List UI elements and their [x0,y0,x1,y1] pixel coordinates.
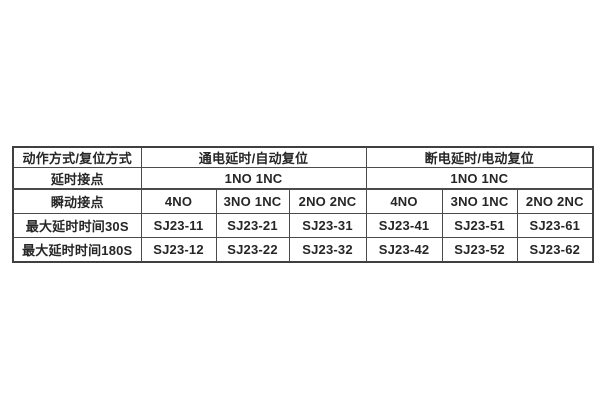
delay-contact-section-1: 1NO 1NC [140,167,367,190]
instant-contact-cell: 2NO 2NC [288,188,367,214]
table-row-max-delay-180s: 最大延时时间180S SJ23-12 SJ23-22 SJ23-32 SJ23-… [12,237,594,263]
section-title-power-off-delay: 断电延时/电动复位 [365,146,594,168]
row-label-action-reset-mode: 动作方式/复位方式 [12,146,142,168]
table-row-action-mode: 动作方式/复位方式 通电延时/自动复位 断电延时/电动复位 [12,146,594,168]
instant-contact-cell: 3NO 1NC [215,188,290,214]
instant-contact-cell: 2NO 2NC [516,188,594,214]
row-label-max-delay-30s: 最大延时时间30S [12,213,142,238]
model-cell: SJ23-41 [365,213,443,238]
model-cell: SJ23-11 [140,213,217,238]
model-cell: SJ23-12 [140,237,217,263]
instant-contact-cell: 4NO [365,188,443,214]
model-cell: SJ23-42 [365,237,443,263]
model-cell: SJ23-52 [441,237,518,263]
model-cell: SJ23-31 [288,213,367,238]
model-cell: SJ23-32 [288,237,367,263]
model-cell: SJ23-61 [516,213,594,238]
row-label-max-delay-180s: 最大延时时间180S [12,237,142,263]
relay-model-spec-table: 动作方式/复位方式 通电延时/自动复位 断电延时/电动复位 延时接点 1NO 1… [12,146,595,263]
model-cell: SJ23-51 [441,213,518,238]
instant-contact-cell: 4NO [140,188,217,214]
table-row-instant-contact: 瞬动接点 4NO 3NO 1NC 2NO 2NC 4NO 3NO 1NC 2NO… [12,188,594,214]
row-label-instant-contact: 瞬动接点 [12,188,142,214]
table-row-max-delay-30s: 最大延时时间30S SJ23-11 SJ23-21 SJ23-31 SJ23-4… [12,213,594,238]
section-title-power-on-delay: 通电延时/自动复位 [140,146,367,168]
model-cell: SJ23-22 [215,237,290,263]
model-cell: SJ23-21 [215,213,290,238]
delay-contact-section-2: 1NO 1NC [365,167,594,190]
row-label-delay-contact: 延时接点 [12,167,142,190]
model-cell: SJ23-62 [516,237,594,263]
table-row-delay-contact: 延时接点 1NO 1NC 1NO 1NC [12,167,594,190]
instant-contact-cell: 3NO 1NC [441,188,518,214]
